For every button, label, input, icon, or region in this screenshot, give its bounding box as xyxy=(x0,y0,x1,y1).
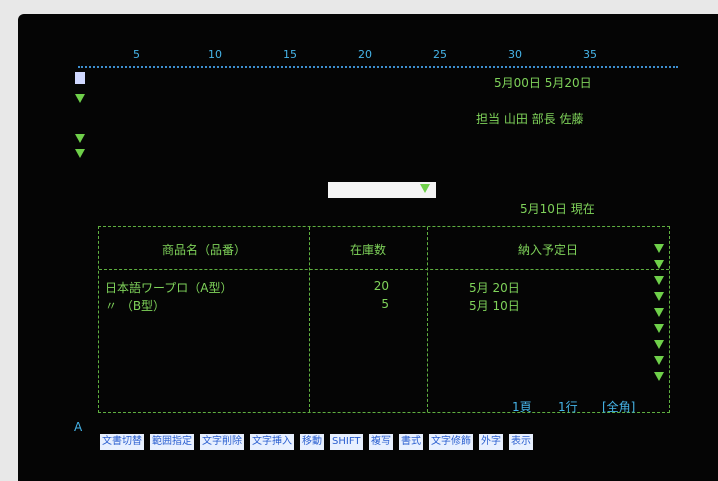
marker xyxy=(654,244,664,253)
column-header: 商品名（品番） xyxy=(99,241,309,258)
status-mode: [全角] xyxy=(602,398,635,415)
function-key[interactable]: 範囲指定 xyxy=(150,434,194,450)
key-prefix: A xyxy=(74,420,82,434)
ruler-label: 30 xyxy=(508,48,522,61)
marker xyxy=(75,149,85,158)
cell: 5月 20日 xyxy=(469,279,520,296)
column-header: 納入予定日 xyxy=(427,241,669,258)
function-key[interactable]: 文字修飾 xyxy=(429,434,473,450)
signers: 担当 山田 部長 佐藤 xyxy=(476,110,583,127)
marker xyxy=(654,276,664,285)
ruler-label: 5 xyxy=(133,48,140,61)
ruler-label: 20 xyxy=(358,48,372,61)
marker xyxy=(654,308,664,317)
ruler-label: 25 xyxy=(433,48,447,61)
marker xyxy=(654,372,664,381)
marker xyxy=(654,260,664,269)
function-key[interactable]: 複写 xyxy=(369,434,393,450)
cell: 20 xyxy=(329,279,389,293)
dates: 5月00日 5月20日 xyxy=(494,74,592,91)
as-of: 5月10日 現在 xyxy=(520,200,595,217)
cell: 5 xyxy=(329,297,389,311)
page: 5月00日 5月20日 担当 山田 部長 佐藤 5月10日 現在 商品名（品番）… xyxy=(0,0,718,481)
ruler-label: 15 xyxy=(283,48,297,61)
function-key[interactable]: 文字削除 xyxy=(200,434,244,450)
marker xyxy=(654,292,664,301)
function-key[interactable]: 表示 xyxy=(509,434,533,450)
marker xyxy=(654,324,664,333)
status-page: 1頁 xyxy=(512,398,532,415)
function-key[interactable]: 外字 xyxy=(479,434,503,450)
ruler-line xyxy=(78,66,678,68)
function-key[interactable]: 移動 xyxy=(300,434,324,450)
ruler-label: 10 xyxy=(208,48,222,61)
table: 商品名（品番）在庫数納入予定日日本語ワープロ（A型） 20 5月 20日〃 （B型）… xyxy=(98,226,670,413)
function-key[interactable]: SHIFT xyxy=(330,434,363,450)
column-header: 在庫数 xyxy=(309,241,427,258)
cell: 〃 （B型） xyxy=(105,297,165,314)
cursor-block xyxy=(75,72,85,84)
function-key[interactable]: 書式 xyxy=(399,434,423,450)
marker xyxy=(654,356,664,365)
function-key[interactable]: 文書切替 xyxy=(100,434,144,450)
marker xyxy=(75,94,85,103)
status-line: 1行 xyxy=(558,398,578,415)
terminal-screen: 5月00日 5月20日 担当 山田 部長 佐藤 5月10日 現在 商品名（品番）… xyxy=(18,14,718,481)
cell: 5月 10日 xyxy=(469,297,520,314)
marker xyxy=(654,340,664,349)
cell: 日本語ワープロ（A型） xyxy=(105,279,233,296)
marker xyxy=(75,134,85,143)
ruler-label: 35 xyxy=(583,48,597,61)
header-divider xyxy=(99,269,669,270)
function-key[interactable]: 文字挿入 xyxy=(250,434,294,450)
marker xyxy=(420,184,430,193)
